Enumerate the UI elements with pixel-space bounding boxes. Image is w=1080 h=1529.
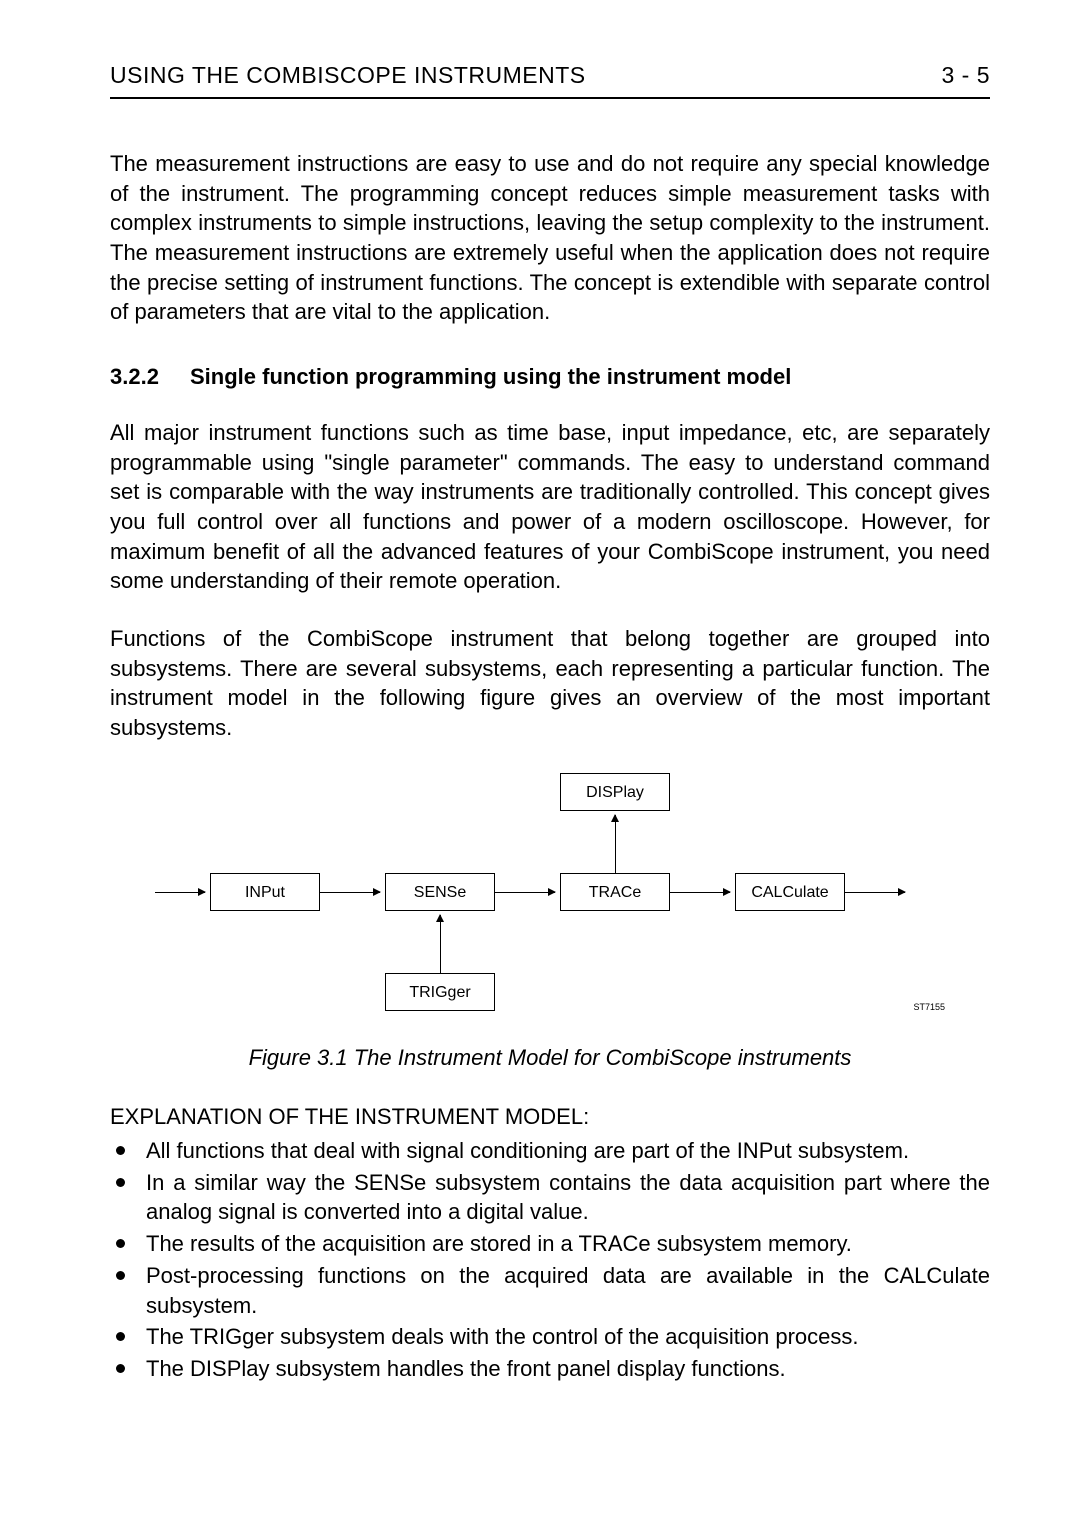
instrument-model-diagram: DISPlay INPut SENSe TRACe CALCulate TRIG… [155,773,945,1033]
list-item: The DISPlay subsystem handles the front … [110,1354,990,1384]
intro-paragraph: The measurement instructions are easy to… [110,149,990,327]
section-title: Single function programming using the in… [190,362,791,392]
diagram-arrow [670,892,730,893]
body-paragraph-1: All major instrument functions such as t… [110,418,990,596]
diagram-arrow [155,892,205,893]
explanation-title: EXPLANATION OF THE INSTRUMENT MODEL: [110,1102,990,1132]
list-item: The TRIGger subsystem deals with the con… [110,1322,990,1352]
diagram-arrow [320,892,380,893]
header-page-number: 3 - 5 [941,60,990,91]
diagram-box-trigger: TRIGger [385,973,495,1011]
diagram-box-display: DISPlay [560,773,670,811]
section-heading: 3.2.2 Single function programming using … [110,362,990,392]
diagram-arrow [615,815,616,873]
list-item: The results of the acquisition are store… [110,1229,990,1259]
diagram-box-calculate: CALCulate [735,873,845,911]
page-header: USING THE COMBISCOPE INSTRUMENTS 3 - 5 [110,60,990,99]
figure-caption: Figure 3.1 The Instrument Model for Comb… [110,1043,990,1073]
diagram-arrow [495,892,555,893]
header-title: USING THE COMBISCOPE INSTRUMENTS [110,60,586,91]
list-item: All functions that deal with signal cond… [110,1136,990,1166]
explanation-list: All functions that deal with signal cond… [110,1136,990,1384]
diagram-ref-code: ST7155 [913,1001,945,1013]
diagram-arrow [440,915,441,973]
section-number: 3.2.2 [110,362,190,392]
diagram-box-trace: TRACe [560,873,670,911]
list-item: In a similar way the SENSe subsystem con… [110,1168,990,1227]
body-paragraph-2: Functions of the CombiScope instrument t… [110,624,990,743]
list-item: Post-processing functions on the acquire… [110,1261,990,1320]
diagram-box-input: INPut [210,873,320,911]
diagram-arrow [845,892,905,893]
diagram-box-sense: SENSe [385,873,495,911]
